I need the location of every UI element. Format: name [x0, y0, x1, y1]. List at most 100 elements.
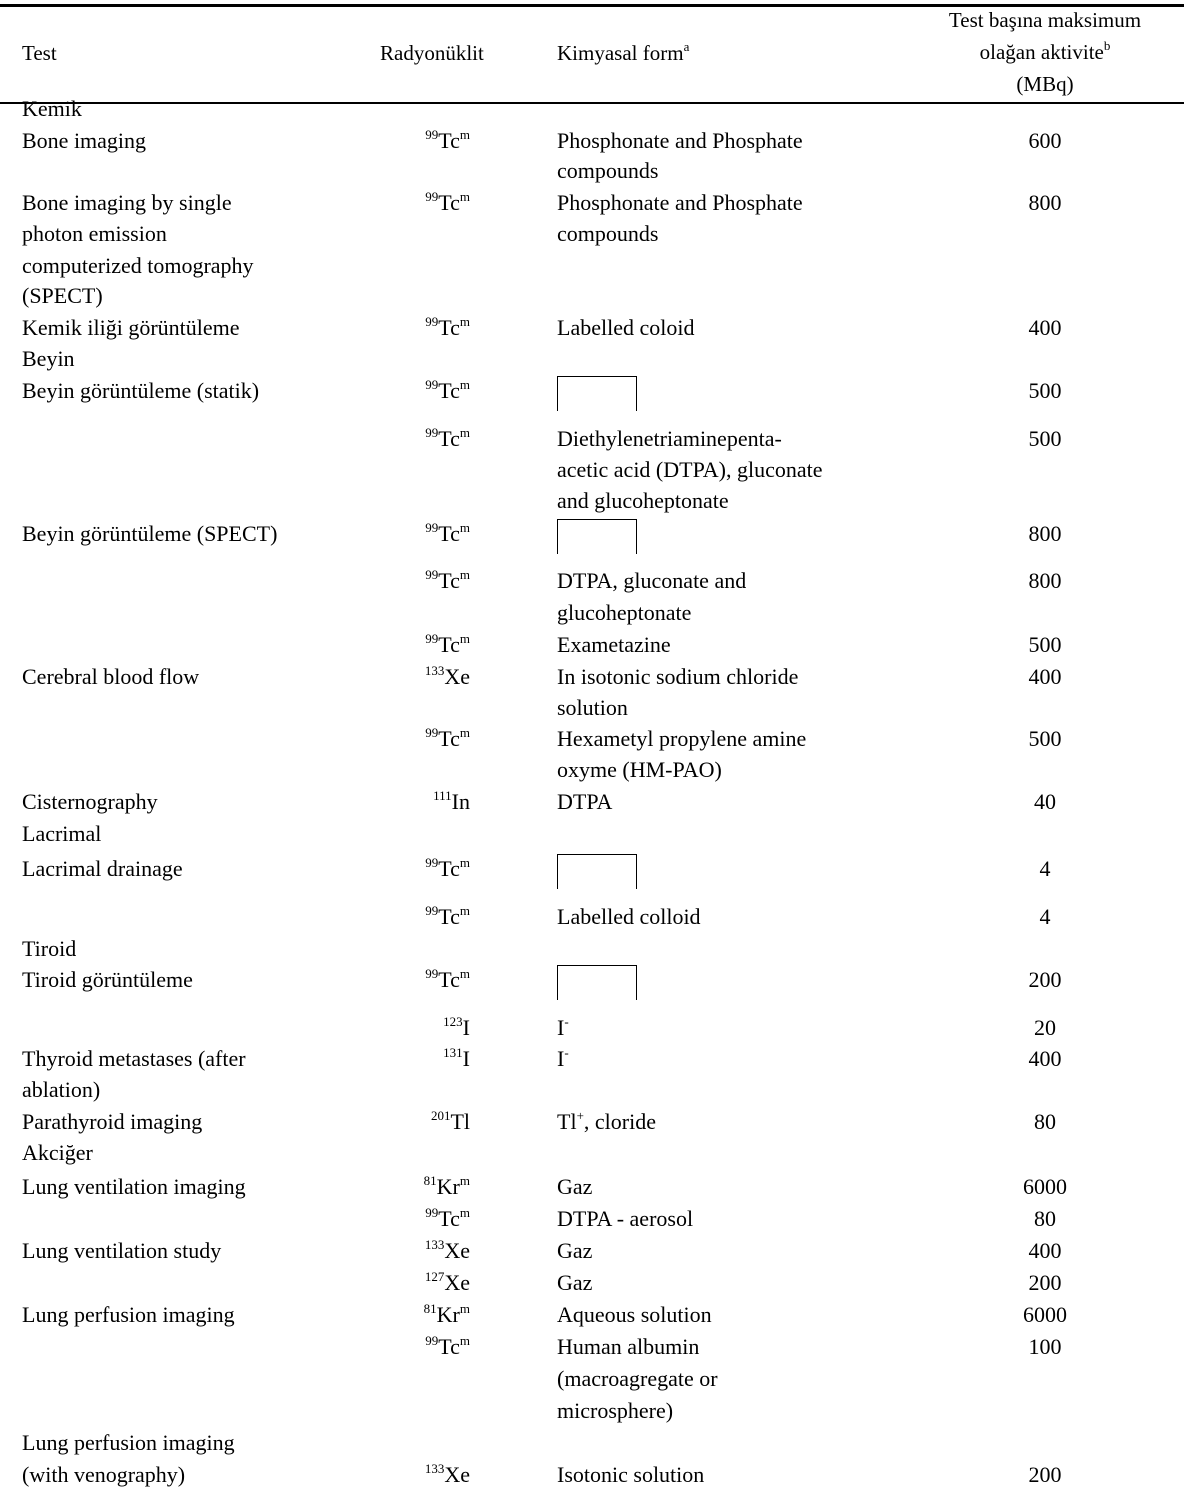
element-symbol: Tc	[438, 1334, 460, 1359]
mass-number: 133	[424, 1461, 445, 1476]
element-symbol: Tc	[438, 521, 460, 546]
cell-chemical-form: and glucoheptonate	[557, 488, 729, 513]
cell-activity: 500	[1028, 726, 1062, 751]
empty-form-bracket	[557, 965, 637, 1000]
cell-radionuclide: 99Tcm	[350, 377, 470, 402]
cell-radionuclide: 81Krm	[350, 1301, 470, 1327]
cell-activity: 4	[1039, 904, 1051, 929]
cell-activity: 500	[1028, 378, 1062, 403]
mass-number: 131	[443, 1045, 463, 1060]
cell-radionuclide: 111In	[350, 789, 470, 814]
cell-radionuclide: 99Tcm	[350, 967, 470, 992]
cell-test: Tiroid	[22, 936, 77, 961]
cell-chemical-form: compounds	[557, 221, 659, 246]
element-symbol: I	[462, 1015, 470, 1040]
mass-number: 133	[424, 1237, 445, 1252]
cell-activity: 80	[1034, 1109, 1056, 1134]
cell-radionuclide: 99Tcm	[350, 567, 470, 593]
cell-activity: 800	[1028, 190, 1062, 215]
metastable-marker: m	[459, 1173, 470, 1188]
cell-test: Lacrimal drainage	[22, 856, 183, 881]
cell-activity: 400	[1028, 315, 1062, 340]
cell-chemical-form: Labelled colloid	[557, 904, 701, 929]
cell-radionuclide: 123I	[350, 1015, 470, 1040]
metastable-marker: m	[459, 314, 470, 329]
metastable-marker: m	[459, 631, 470, 646]
element-symbol: Kr	[436, 1302, 460, 1327]
element-symbol: Tc	[438, 426, 460, 451]
cell-activity: 100	[1028, 1334, 1062, 1359]
cell-chemical-form: Gaz	[557, 1270, 593, 1295]
element-symbol: I	[462, 1046, 470, 1071]
cell-radionuclide: 127Xe	[350, 1269, 470, 1294]
cell-test: Bone imaging	[22, 128, 147, 153]
cell-activity: 600	[1028, 128, 1062, 153]
mass-number: 99	[425, 127, 439, 142]
cell-activity: 800	[1028, 568, 1062, 593]
cell-test: computerized tomography	[22, 253, 254, 278]
cell-activity: 40	[1034, 789, 1056, 814]
mass-number: 99	[425, 425, 439, 440]
cell-chemical-form: (macroagregate or	[557, 1366, 718, 1391]
element-symbol: Tl	[450, 1109, 470, 1134]
table-top-rule	[0, 4, 1184, 7]
mass-number: 99	[425, 377, 439, 392]
cell-chemical-form: In isotonic sodium chloride	[557, 664, 799, 689]
header-activity-line2: olağan aktiviteb	[979, 38, 1111, 64]
metastable-marker: m	[459, 903, 470, 918]
cell-chemical-form: I-	[557, 1045, 569, 1071]
cell-test: Beyin görüntüleme (SPECT)	[22, 521, 278, 546]
metastable-marker: m	[459, 855, 470, 870]
mass-number: 81	[423, 1301, 437, 1316]
cell-activity: 200	[1028, 967, 1062, 992]
cell-radionuclide: 99Tcm	[350, 903, 470, 928]
cell-chemical-form: compounds	[557, 158, 659, 183]
mass-number: 99	[425, 314, 439, 329]
element-symbol: Tc	[438, 967, 460, 992]
element-symbol: Tc	[438, 632, 460, 657]
cell-activity: 4	[1039, 856, 1051, 881]
cell-radionuclide: 99Tcm	[350, 189, 470, 215]
cell-test: Cerebral blood flow	[22, 664, 200, 689]
cell-test: Kemik	[22, 96, 82, 121]
cell-radionuclide: 133Xe	[350, 664, 470, 688]
metastable-marker: m	[459, 425, 470, 440]
mass-number: 99	[425, 903, 439, 918]
cell-test: Beyin	[22, 346, 75, 371]
element-symbol: In	[451, 789, 470, 814]
cell-chemical-form: DTPA, gluconate and	[557, 568, 747, 593]
cell-radionuclide: 99Tcm	[350, 1205, 470, 1231]
cell-radionuclide: 99Tcm	[350, 631, 470, 657]
empty-form-bracket	[557, 376, 637, 411]
element-symbol: Tc	[438, 1206, 460, 1231]
cell-test: Lung perfusion imaging	[22, 1430, 235, 1455]
cell-chemical-form: Gaz	[557, 1174, 593, 1199]
charge-marker: +	[576, 1108, 584, 1123]
metastable-marker: m	[459, 1205, 470, 1220]
element-symbol: Tc	[438, 568, 460, 593]
element-symbol: Tc	[438, 856, 460, 881]
cell-activity: 80	[1034, 1206, 1056, 1231]
cell-activity: 800	[1028, 521, 1062, 546]
element-symbol: Tc	[438, 190, 460, 215]
cell-radionuclide: 99Tcm	[350, 726, 470, 750]
header-activity-line1: Test başına maksimum	[948, 8, 1142, 32]
element-symbol: Kr	[436, 1174, 460, 1199]
cell-chemical-form: Phosphonate and Phosphate	[557, 128, 803, 153]
header-activity-unit: (MBq)	[1016, 72, 1074, 96]
cell-test: Akciğer	[22, 1140, 93, 1165]
mass-number: 127	[424, 1269, 445, 1284]
cell-activity: 20	[1034, 1015, 1056, 1040]
cell-radionuclide: 99Tcm	[350, 127, 470, 152]
cell-radionuclide: 81Krm	[350, 1173, 470, 1199]
cell-test: Cisternography	[22, 789, 158, 814]
cell-test: photon emission	[22, 221, 167, 246]
mass-number: 99	[425, 189, 439, 204]
metastable-marker: m	[459, 567, 470, 582]
mass-number: 99	[425, 1205, 439, 1220]
cell-activity: 6000	[1023, 1174, 1067, 1199]
charge-marker: -	[564, 1045, 569, 1060]
metastable-marker: m	[459, 377, 470, 392]
mass-number: 99	[425, 631, 439, 646]
header-test: Test	[22, 41, 57, 65]
